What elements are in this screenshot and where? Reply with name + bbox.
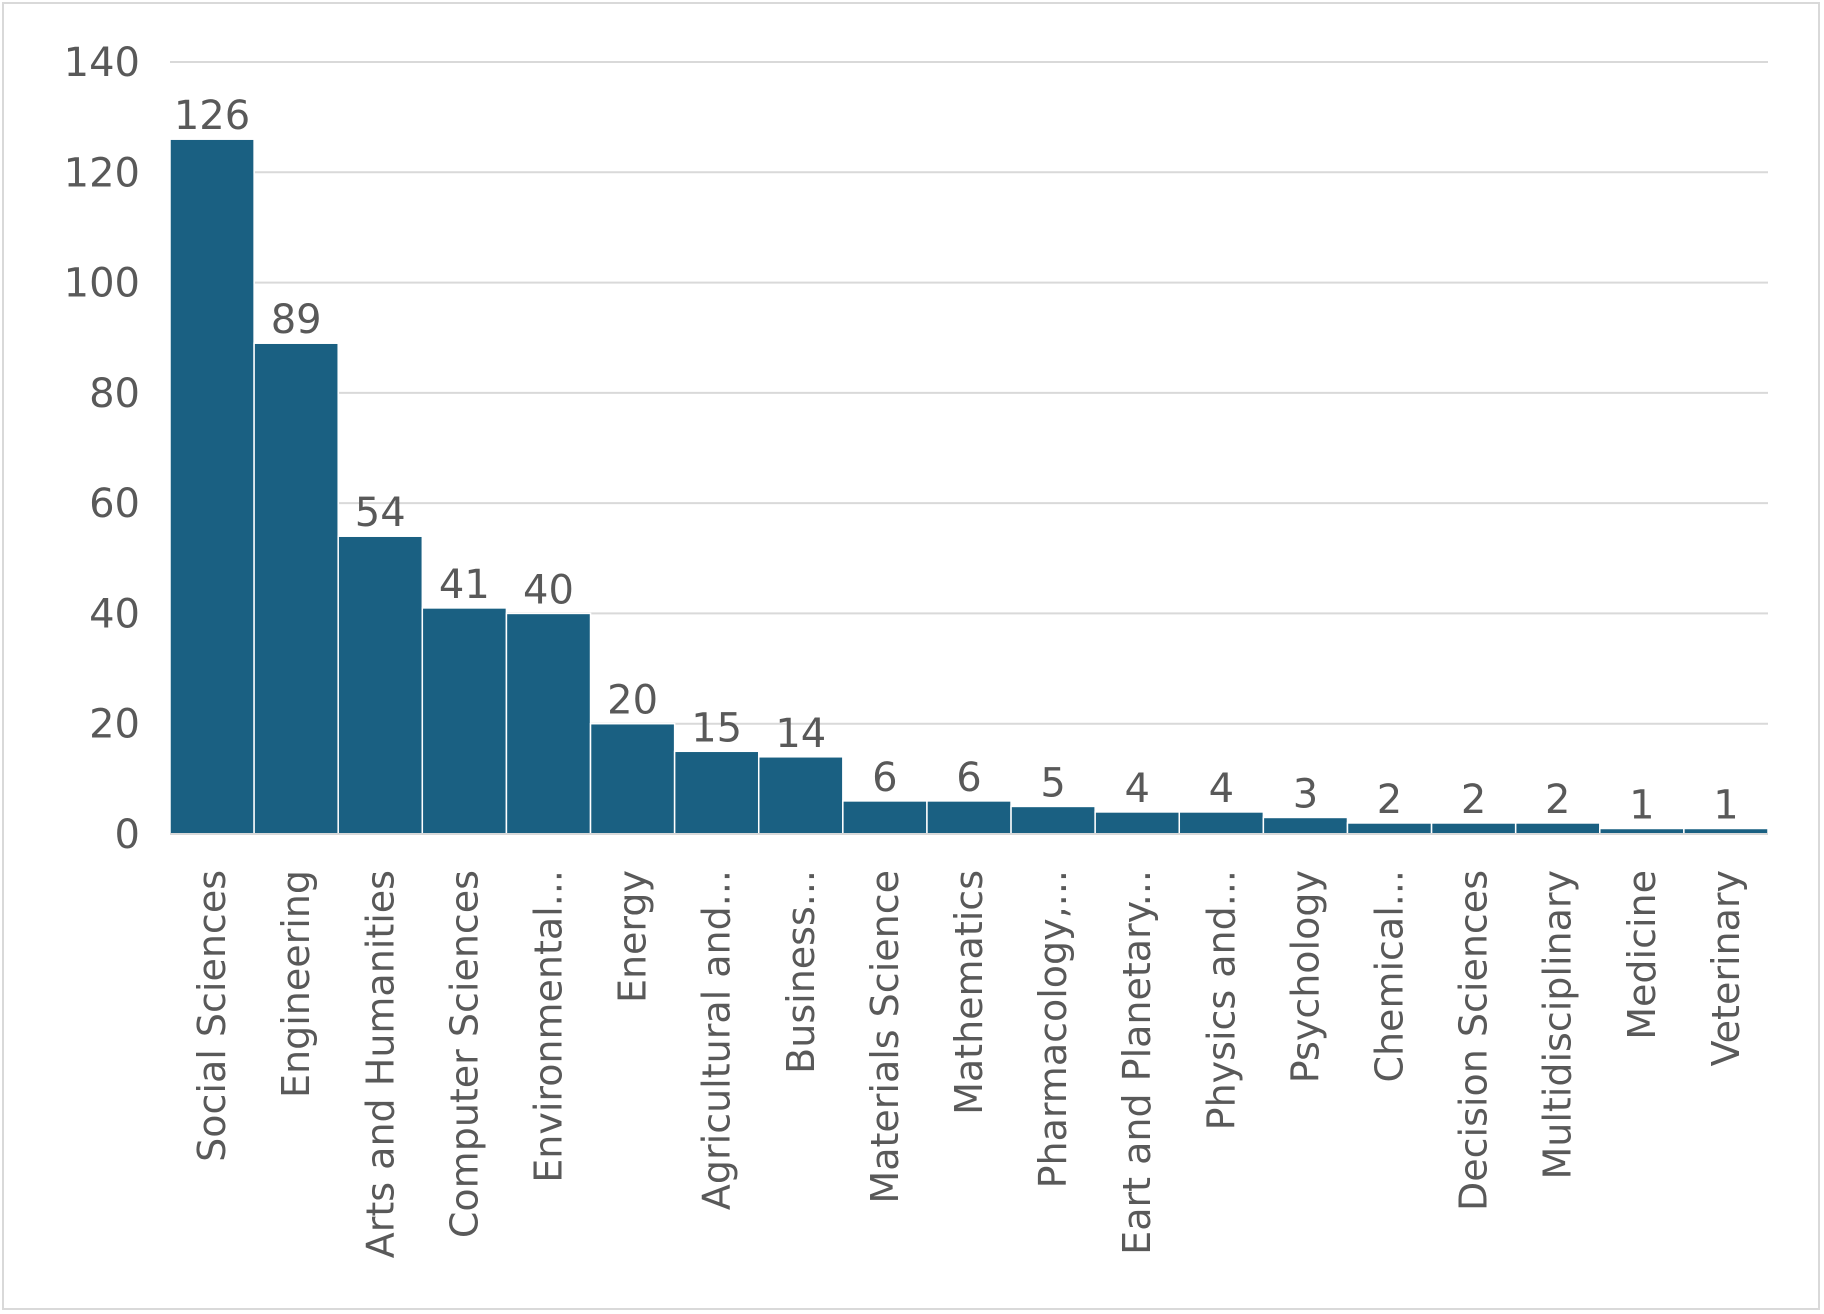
y-tick-label-20: 20 bbox=[89, 702, 140, 748]
data-label-7: 14 bbox=[775, 711, 826, 757]
y-tick-label-100: 100 bbox=[64, 261, 140, 307]
category-label-17: Medicine bbox=[1620, 870, 1664, 1040]
y-tick-label-140: 140 bbox=[64, 40, 140, 86]
bar-3 bbox=[421, 607, 508, 835]
bar-8 bbox=[842, 800, 928, 835]
data-label-16: 2 bbox=[1545, 777, 1570, 823]
bar-4 bbox=[505, 612, 592, 835]
data-label-5: 20 bbox=[607, 678, 658, 724]
category-label-14: Chemical... bbox=[1368, 870, 1412, 1083]
category-label-1: Engineering bbox=[274, 870, 318, 1098]
data-label-14: 2 bbox=[1377, 777, 1402, 823]
category-label-16: Multidisciplinary bbox=[1536, 870, 1580, 1180]
bar-1 bbox=[253, 342, 339, 835]
data-label-8: 6 bbox=[872, 755, 897, 801]
category-label-0: Social Sciences bbox=[190, 870, 234, 1162]
bar-10 bbox=[1010, 805, 1096, 835]
bars bbox=[169, 138, 1769, 835]
y-tick-label-80: 80 bbox=[89, 371, 140, 417]
category-label-18: Veterinary bbox=[1704, 870, 1748, 1066]
category-label-6: Agricultural and... bbox=[695, 870, 739, 1210]
data-label-1: 89 bbox=[271, 297, 322, 343]
y-axis-tick-labels: 0 20 40 60 80 100 120 140 bbox=[64, 40, 140, 858]
bar-15 bbox=[1430, 822, 1517, 835]
category-label-12: Physics and... bbox=[1199, 870, 1243, 1130]
category-label-13: Psychology bbox=[1283, 870, 1327, 1083]
data-label-0: 126 bbox=[174, 93, 250, 139]
data-label-6: 15 bbox=[691, 705, 742, 751]
y-tick-label-40: 40 bbox=[89, 591, 140, 637]
category-label-15: Decision Sciences bbox=[1452, 870, 1496, 1211]
category-label-7: Business... bbox=[779, 870, 823, 1074]
category-label-4: Environmental... bbox=[526, 870, 570, 1183]
bar-7 bbox=[757, 756, 844, 835]
data-label-13: 3 bbox=[1293, 771, 1318, 817]
data-label-18: 1 bbox=[1713, 782, 1738, 828]
data-label-10: 5 bbox=[1040, 760, 1065, 806]
y-tick-label-120: 120 bbox=[64, 150, 140, 196]
bar-2 bbox=[337, 535, 424, 835]
bar-0 bbox=[169, 138, 255, 835]
bar-6 bbox=[673, 750, 760, 835]
bar-16 bbox=[1514, 822, 1601, 835]
y-tick-label-0: 0 bbox=[115, 812, 140, 858]
category-label-3: Computer Sciences bbox=[442, 870, 486, 1238]
y-tick-label-60: 60 bbox=[89, 481, 140, 527]
category-label-5: Energy bbox=[611, 870, 655, 1003]
bar-9 bbox=[926, 800, 1012, 835]
data-label-3: 41 bbox=[439, 562, 490, 608]
category-label-10: Pharmacology,... bbox=[1031, 870, 1075, 1188]
bar-12 bbox=[1178, 811, 1265, 835]
data-label-17: 1 bbox=[1629, 782, 1654, 828]
category-label-2: Arts and Humanities bbox=[358, 870, 402, 1258]
category-label-11: Eart and Planetary... bbox=[1115, 870, 1159, 1255]
data-label-4: 40 bbox=[523, 567, 574, 613]
data-label-2: 54 bbox=[355, 490, 406, 536]
data-label-15: 2 bbox=[1461, 777, 1486, 823]
bar-5 bbox=[589, 722, 676, 835]
bar-11 bbox=[1094, 811, 1181, 835]
data-label-9: 6 bbox=[956, 755, 981, 801]
bar-13 bbox=[1262, 816, 1349, 835]
bar-14 bbox=[1346, 822, 1433, 835]
data-label-12: 4 bbox=[1209, 766, 1234, 812]
category-label-9: Mathematics bbox=[947, 870, 991, 1115]
category-label-8: Materials Science bbox=[863, 870, 907, 1204]
data-label-11: 4 bbox=[1124, 766, 1149, 812]
category-labels: Social Sciences Engineering Arts and Human… bbox=[190, 870, 1748, 1258]
